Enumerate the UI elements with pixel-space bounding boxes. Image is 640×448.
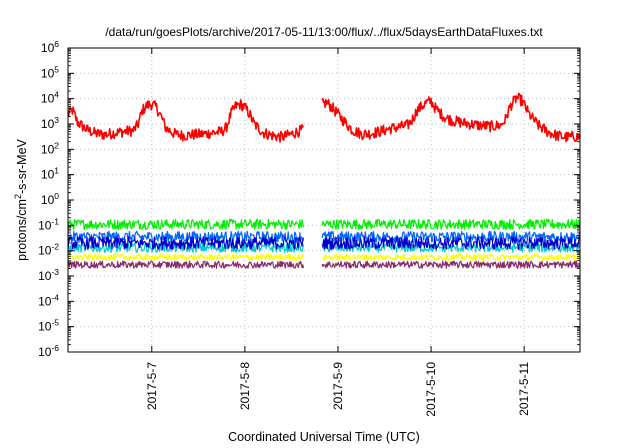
series-line — [322, 253, 581, 261]
series-line — [67, 242, 305, 253]
y-tick-label: 105 — [41, 64, 59, 80]
y-tick-label-exponent: 0 — [54, 191, 59, 201]
y-tick-label: 10-6 — [38, 343, 59, 359]
y-tick-label-base: 10 — [41, 92, 55, 106]
series-line — [67, 218, 305, 230]
y-tick-label-base: 10 — [41, 66, 55, 80]
y-axis-title: protons/cm2-s-sr-MeV — [13, 138, 29, 260]
y-tick-label: 10-5 — [38, 318, 59, 334]
y-tick-label-base: 10 — [38, 320, 52, 334]
y-tick-label-base: 10 — [41, 117, 55, 131]
y-tick-labels: 10-610-510-410-310-210-11001011021031041… — [38, 39, 59, 359]
y-tick-label-exponent: -4 — [51, 292, 59, 302]
y-tick-label-base: 10 — [38, 345, 52, 359]
series-line — [321, 92, 581, 143]
series-line — [67, 99, 304, 143]
x-axis-title: Coordinated Universal Time (UTC) — [228, 430, 420, 444]
y-tick-label-exponent: -5 — [51, 318, 59, 328]
y-tick-label-exponent: -1 — [51, 216, 59, 226]
y-tick-label-base: 10 — [38, 269, 52, 283]
y-tick-label: 10-2 — [38, 242, 59, 258]
series-line — [321, 230, 581, 244]
y-tick-label-base: 10 — [41, 142, 55, 156]
y-tick-label-exponent: 3 — [54, 115, 59, 125]
y-tick-label: 104 — [41, 90, 59, 106]
series-line — [321, 242, 581, 253]
y-tick-label-base: 10 — [38, 244, 52, 258]
y-tick-label-exponent: -2 — [51, 242, 59, 252]
series-line — [67, 236, 305, 250]
y-axis-title-rest: -s-sr-MeV — [15, 138, 29, 194]
y-tick-label-exponent: 1 — [54, 166, 59, 176]
x-tick-label: 2017-5-7 — [145, 362, 159, 410]
chart-title: /data/run/goesPlots/archive/2017-05-11/1… — [105, 25, 543, 39]
y-tick-label-base: 10 — [41, 168, 55, 182]
y-tick-label: 106 — [41, 39, 59, 55]
x-tick-label: 2017-5-8 — [238, 362, 252, 410]
y-axis-title-sup: 2 — [13, 194, 23, 199]
series-line — [321, 218, 581, 230]
series-line — [67, 253, 305, 261]
y-tick-label-exponent: 2 — [54, 140, 59, 150]
series-line — [321, 236, 581, 250]
y-tick-label: 10-4 — [38, 292, 59, 308]
x-tick-label: 2017-5-9 — [331, 362, 345, 410]
y-tick-label: 101 — [41, 166, 59, 182]
x-tick-label: 2017-5-10 — [424, 362, 438, 417]
y-tick-label-base: 10 — [41, 41, 55, 55]
y-tick-label-exponent: 5 — [54, 64, 59, 74]
axis-ticks — [68, 47, 580, 353]
y-tick-label: 103 — [41, 115, 59, 131]
x-tick-labels: 2017-5-7 2017-5-8 2017-5-9 2017-5-10 2017-5-… — [145, 362, 531, 417]
y-tick-label: 10-3 — [38, 267, 59, 283]
y-tick-label: 10-1 — [38, 216, 59, 232]
y-tick-label-base: 10 — [41, 193, 55, 207]
series-line — [321, 260, 581, 269]
y-axis-title-base: protons/cm — [15, 199, 29, 261]
y-tick-label: 102 — [41, 140, 59, 156]
y-tick-label-exponent: -3 — [51, 267, 59, 277]
y-tick-label: 100 — [41, 191, 59, 207]
x-tick-label: 2017-5-11 — [517, 362, 531, 416]
y-tick-label-exponent: 6 — [54, 39, 59, 49]
y-tick-label-exponent: 4 — [54, 90, 59, 100]
y-tick-label-exponent: -6 — [51, 343, 59, 353]
plot-series — [67, 92, 581, 269]
y-tick-label-base: 10 — [38, 294, 52, 308]
series-line — [67, 260, 305, 269]
y-tick-label-base: 10 — [38, 218, 52, 232]
